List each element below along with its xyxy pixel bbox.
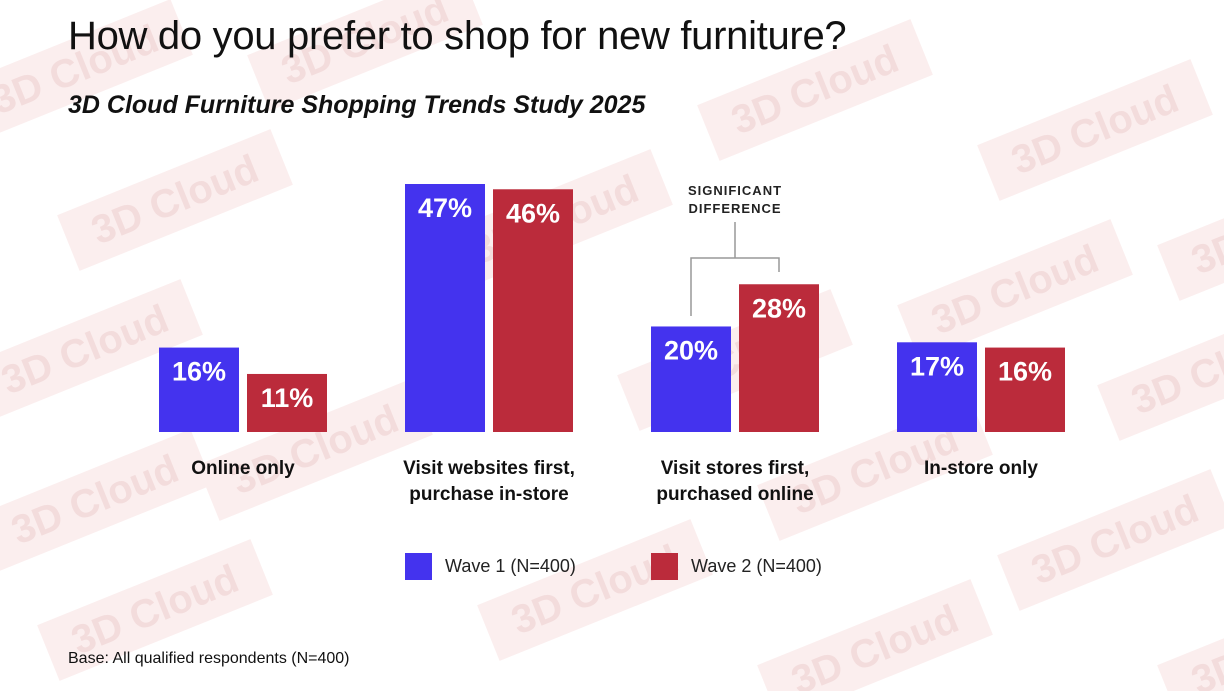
data-label: 47% [418,193,472,223]
base-note: Base: All qualified respondents (N=400) [68,650,350,667]
chart-subtitle: 3D Cloud Furniture Shopping Trends Study… [68,91,646,119]
legend-item-wave1: Wave 1 (N=400) [405,553,576,580]
data-label: 28% [752,293,806,323]
data-label: 20% [664,335,718,365]
category-label: Online only [191,458,295,479]
bar-1-3 [897,342,977,432]
category-label: Visit stores first, [661,458,810,479]
significance-label: SIGNIFICANT [688,183,782,198]
bar-2-3 [985,347,1065,432]
bar-1-1 [405,184,485,432]
legend-label-wave1: Wave 1 (N=400) [445,556,576,576]
legend-label-wave2: Wave 2 (N=400) [691,556,822,576]
category-label: purchase in-store [409,484,568,505]
significance-label: DIFFERENCE [688,201,781,216]
legend-swatch-wave2 [651,553,678,580]
category-label: Visit websites first, [403,458,575,479]
bar-1-2 [651,326,731,432]
category-label: In-store only [924,458,1038,479]
bar-2-1 [493,189,573,432]
data-label: 17% [910,351,964,381]
chart-title: How do you prefer to shop for new furnit… [68,14,847,58]
data-label: 46% [506,198,560,228]
bar-2-2 [739,284,819,432]
legend-item-wave2: Wave 2 (N=400) [651,553,822,580]
data-label: 11% [261,383,314,413]
category-label: purchased online [656,484,813,505]
data-label: 16% [998,357,1052,387]
legend-swatch-wave1 [405,553,432,580]
bar-1-0 [159,347,239,432]
data-label: 16% [172,357,226,387]
bar-2-0 [247,373,327,432]
